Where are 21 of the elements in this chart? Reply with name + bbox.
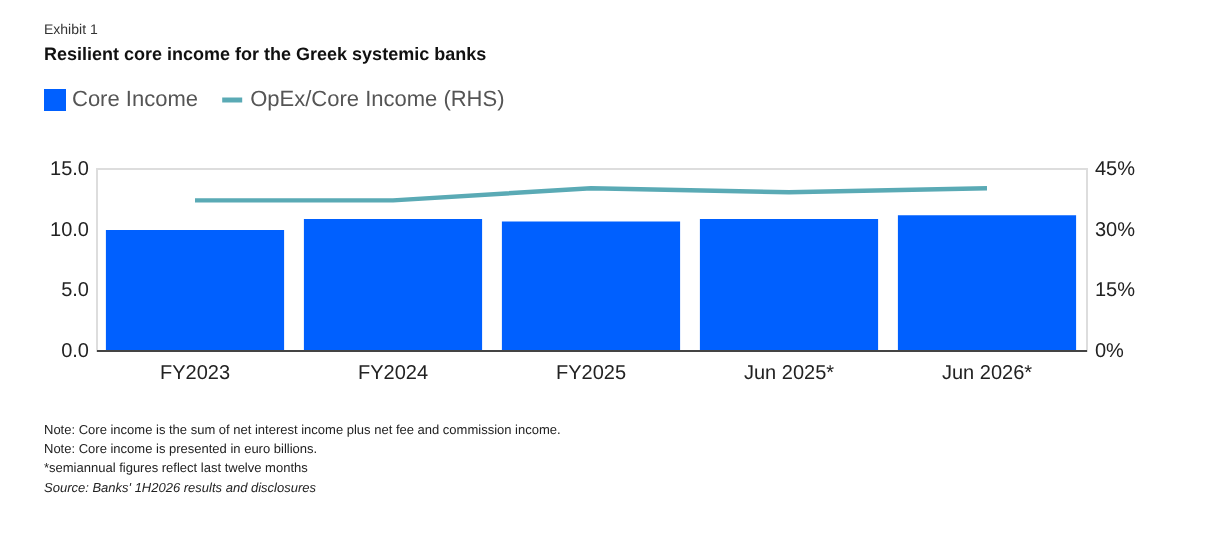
bar <box>501 221 681 350</box>
bar <box>897 215 1077 350</box>
y2-tick-label: 30% <box>1095 219 1136 242</box>
y-tick-label: 10.0 <box>50 219 90 242</box>
y2-tick-label: 15% <box>1095 280 1136 303</box>
bar <box>699 218 879 350</box>
legend-label: Core Income <box>72 88 198 112</box>
x-tick-label: Jun 2026* <box>941 363 1033 385</box>
x-tick-label: Jun 2025* <box>743 363 835 385</box>
x-tick-label: FY2024 <box>357 363 429 385</box>
bar <box>105 229 285 350</box>
bar <box>303 218 483 350</box>
y-tick-label: 5.0 <box>61 280 90 303</box>
x-tick-label: FY2025 <box>555 363 627 385</box>
x-tick-label: FY2023 <box>159 363 231 385</box>
y-tick-label: 15.0 <box>50 159 90 181</box>
y2-tick-label: 0% <box>1095 341 1125 363</box>
y2-tick-label: 45% <box>1095 159 1136 181</box>
y-tick-label: 0.0 <box>61 341 90 363</box>
chart-title: Resilient core income for the Greek systemic banks <box>44 44 487 64</box>
legend-label: OpEx/Core Income (RHS) <box>250 88 505 112</box>
